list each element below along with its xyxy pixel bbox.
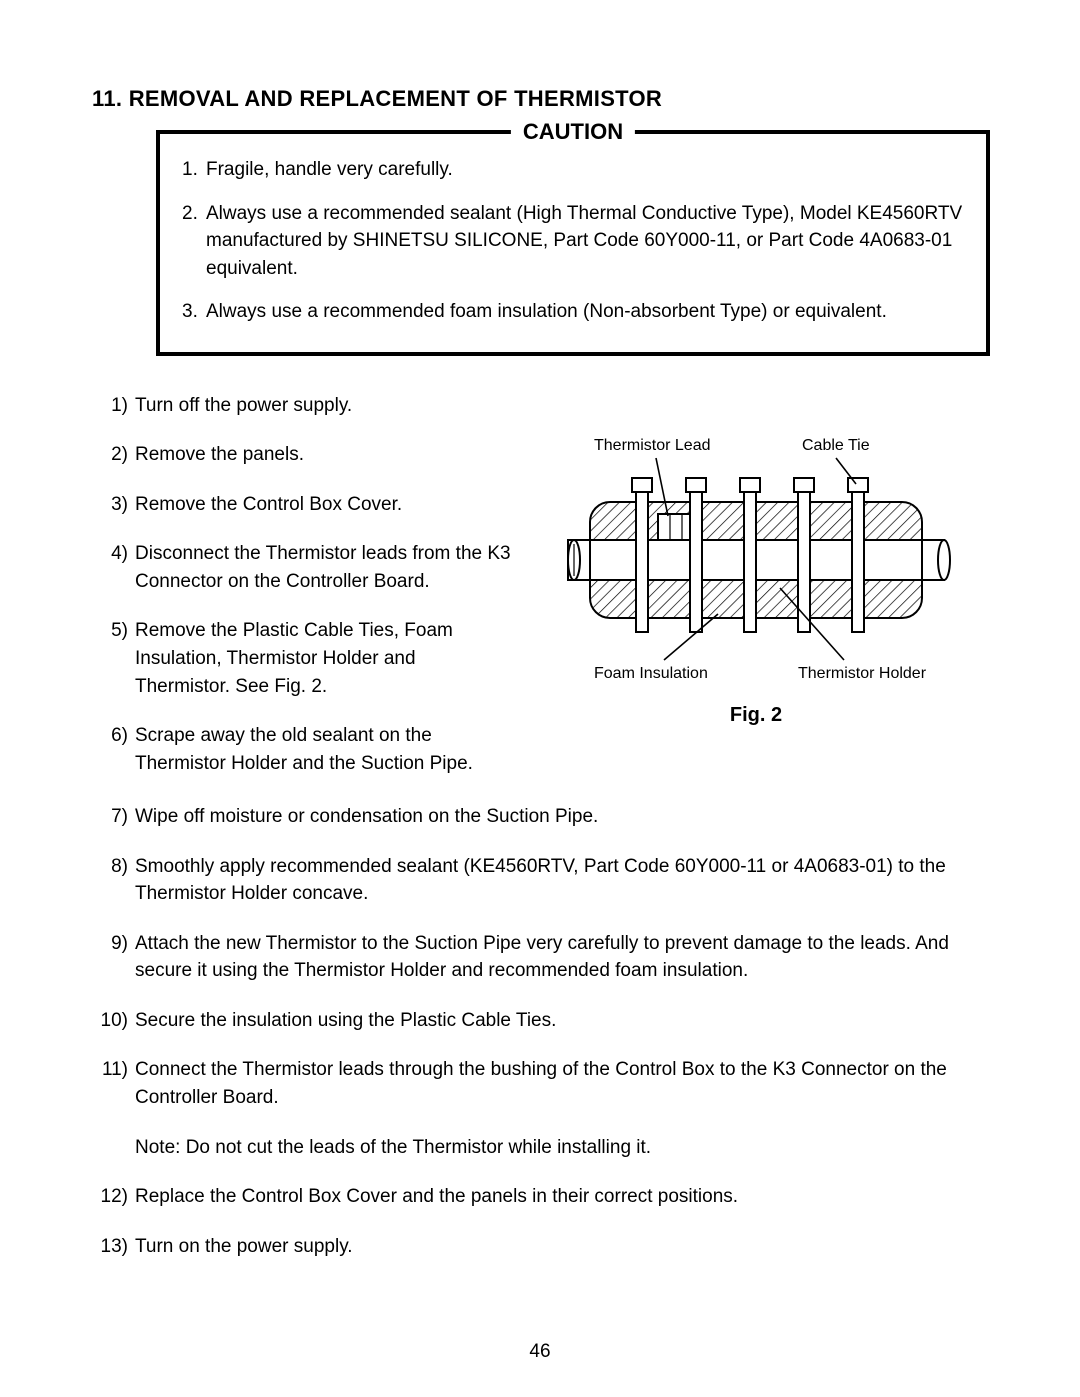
section-title: 11. REMOVAL AND REPLACEMENT OF THERMISTO…	[92, 86, 1000, 112]
step-item: 4) Disconnect the Thermistor leads from …	[92, 540, 512, 595]
caution-item: 2. Always use a recommended sealant (Hig…	[182, 200, 964, 283]
step-item: 7) Wipe off moisture or condensation on …	[92, 803, 1000, 831]
caution-list: 1. Fragile, handle very carefully. 2. Al…	[182, 156, 964, 326]
step-number: 11)	[92, 1056, 135, 1111]
note-line: Note: Do not cut the leads of the Thermi…	[135, 1134, 1000, 1162]
step-text: Connect the Thermistor leads through the…	[135, 1056, 1000, 1111]
step-number: 2)	[92, 441, 135, 469]
step-number: 1)	[92, 392, 135, 420]
label-thermistor-lead: Thermistor Lead	[594, 437, 711, 454]
step-text: Scrape away the old sealant on the Therm…	[135, 722, 512, 777]
step-text: Disconnect the Thermistor leads from the…	[135, 540, 512, 595]
caution-box: CAUTION 1. Fragile, handle very carefull…	[156, 130, 990, 356]
caution-item-text: Always use a recommended foam insulation…	[206, 298, 964, 326]
step-number: 12)	[92, 1183, 135, 1211]
steps-left-column: 1) Turn off the power supply. 2) Remove …	[92, 392, 512, 799]
step-text: Remove the Plastic Cable Ties, Foam Insu…	[135, 617, 512, 700]
page: 11. REMOVAL AND REPLACEMENT OF THERMISTO…	[0, 0, 1080, 1397]
caution-item-number: 1.	[182, 156, 206, 184]
caution-item: 3. Always use a recommended foam insulat…	[182, 298, 964, 326]
step-text: Wipe off moisture or condensation on the…	[135, 803, 1000, 831]
page-number: 46	[529, 1341, 550, 1363]
section-number: 11.	[92, 86, 122, 111]
caution-item-text: Always use a recommended sealant (High T…	[206, 200, 964, 283]
caution-item-number: 2.	[182, 200, 206, 283]
step-number: 6)	[92, 722, 135, 777]
step-item: 5) Remove the Plastic Cable Ties, Foam I…	[92, 617, 512, 700]
step-text: Secure the insulation using the Plastic …	[135, 1007, 1000, 1035]
step-item: 3) Remove the Control Box Cover.	[92, 491, 512, 519]
label-thermistor-holder: Thermistor Holder	[798, 665, 927, 682]
step-item: 9) Attach the new Thermistor to the Suct…	[92, 930, 1000, 985]
step-number: 3)	[92, 491, 135, 519]
caution-item-text: Fragile, handle very carefully.	[206, 156, 964, 184]
step-number: 10)	[92, 1007, 135, 1035]
figure-column: Thermistor Lead Cable Tie Foam Insulatio…	[512, 392, 1000, 799]
caution-item: 1. Fragile, handle very carefully.	[182, 156, 964, 184]
step-item: 1) Turn off the power supply.	[92, 392, 512, 420]
step-number: 8)	[92, 853, 135, 908]
section-heading: REMOVAL AND REPLACEMENT OF THERMISTOR	[129, 86, 662, 111]
step-number: 9)	[92, 930, 135, 985]
step-text: Smoothly apply recommended sealant (KE45…	[135, 853, 1000, 908]
step-text: Turn off the power supply.	[135, 392, 512, 420]
steps-full-width: 7) Wipe off moisture or condensation on …	[92, 803, 1000, 1260]
caution-item-number: 3.	[182, 298, 206, 326]
step-item: 10) Secure the insulation using the Plas…	[92, 1007, 1000, 1035]
caution-wrap: CAUTION 1. Fragile, handle very carefull…	[156, 130, 990, 356]
step-number: 13)	[92, 1233, 135, 1261]
step-item: 8) Smoothly apply recommended sealant (K…	[92, 853, 1000, 908]
step-number: 7)	[92, 803, 135, 831]
step-item: 2) Remove the panels.	[92, 441, 512, 469]
step-text: Remove the panels.	[135, 441, 512, 469]
figure-caption: Fig. 2	[512, 704, 1000, 727]
step-item: 6) Scrape away the old sealant on the Th…	[92, 722, 512, 777]
step-item: 12) Replace the Control Box Cover and th…	[92, 1183, 1000, 1211]
step-number: 5)	[92, 617, 135, 700]
figure-2-diagram: Thermistor Lead Cable Tie Foam Insulatio…	[546, 428, 966, 688]
step-text: Remove the Control Box Cover.	[135, 491, 512, 519]
label-foam-insulation: Foam Insulation	[594, 665, 708, 682]
label-cable-tie: Cable Tie	[802, 437, 870, 454]
content-row: 1) Turn off the power supply. 2) Remove …	[92, 392, 1000, 799]
step-text: Turn on the power supply.	[135, 1233, 1000, 1261]
step-text: Attach the new Thermistor to the Suction…	[135, 930, 1000, 985]
caution-label: CAUTION	[511, 116, 635, 148]
step-item: 13) Turn on the power supply.	[92, 1233, 1000, 1261]
step-item: 11) Connect the Thermistor leads through…	[92, 1056, 1000, 1111]
step-number: 4)	[92, 540, 135, 595]
step-text: Replace the Control Box Cover and the pa…	[135, 1183, 1000, 1211]
